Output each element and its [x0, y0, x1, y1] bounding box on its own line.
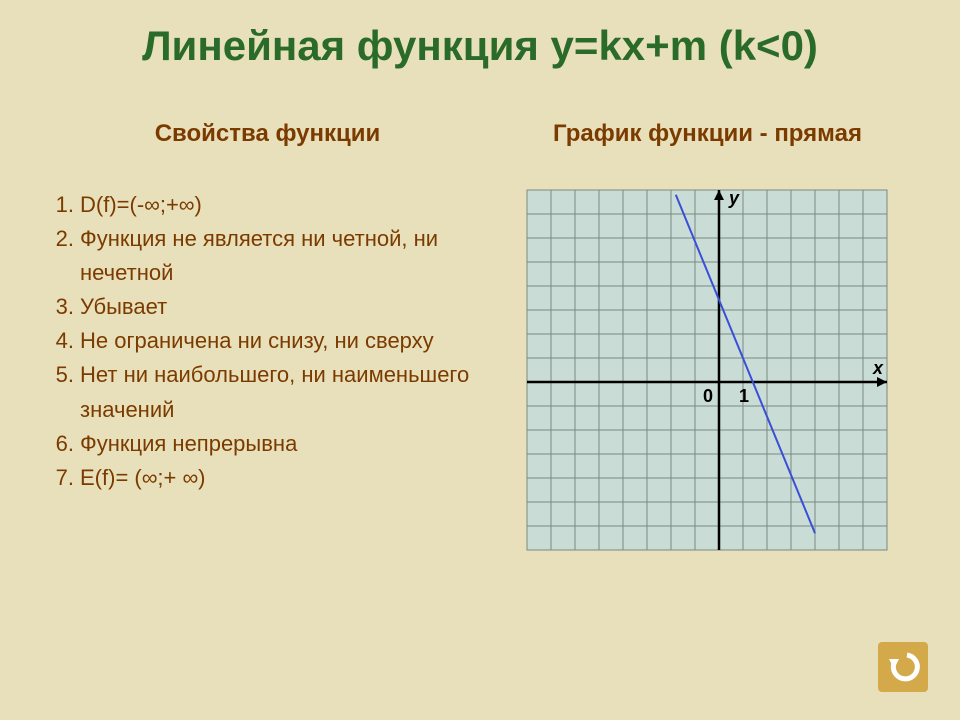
graph-heading: График функции - прямая [505, 120, 910, 148]
properties-list: 1.D(f)=(-∞;+∞) 2.Функция не является ни … [50, 188, 485, 495]
back-button[interactable] [878, 642, 928, 692]
list-item: 1.D(f)=(-∞;+∞) [50, 188, 485, 222]
return-icon [885, 649, 921, 685]
svg-text:1: 1 [739, 386, 749, 406]
list-item: 6.Функция непрерывна [50, 427, 485, 461]
graph-column: График функции - прямая y x 0 1 [505, 120, 910, 573]
svg-text:0: 0 [703, 386, 713, 406]
properties-heading: Свойства функции [50, 120, 485, 148]
svg-text:y: y [728, 188, 740, 208]
page-title: Линейная функция y=kx+m (k<0) [0, 0, 960, 70]
list-item: 4.Не ограничена ни снизу, ни сверху [50, 324, 485, 358]
list-item: 3.Убывает [50, 290, 485, 324]
graph-container: y x 0 1 [525, 188, 910, 573]
svg-text:x: x [872, 358, 884, 378]
list-item: 5.Нет ни наибольшего, ни наименьшего зна… [50, 358, 485, 426]
function-graph: y x 0 1 [525, 188, 905, 568]
properties-column: Свойства функции 1.D(f)=(-∞;+∞) 2.Функци… [50, 120, 505, 573]
list-item: 2.Функция не является ни четной, ни нече… [50, 222, 485, 290]
content-area: Свойства функции 1.D(f)=(-∞;+∞) 2.Функци… [0, 120, 960, 573]
list-item: 7.E(f)= (∞;+ ∞) [50, 461, 485, 495]
